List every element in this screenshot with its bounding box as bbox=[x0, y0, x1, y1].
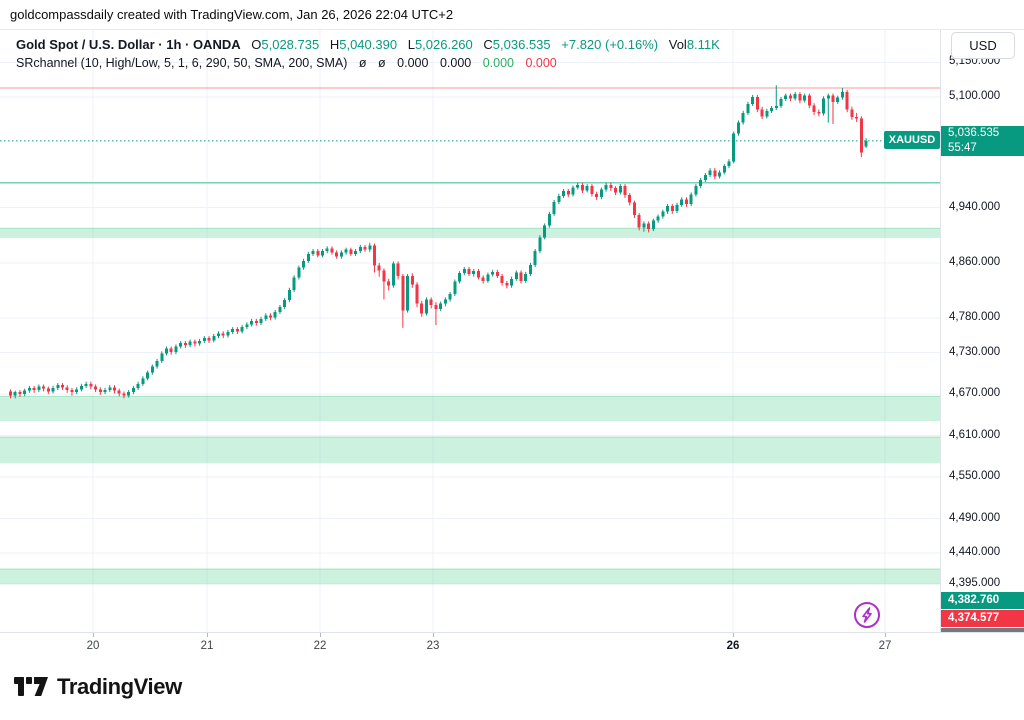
price-tick-label: 4,440.000 bbox=[949, 546, 1001, 559]
price-tick-label: 4,730.000 bbox=[949, 345, 1001, 358]
candlestick-chart[interactable] bbox=[0, 30, 940, 632]
time-tick-mark bbox=[320, 633, 321, 637]
volume-label: Vol bbox=[668, 37, 687, 52]
volume-value: 8.11K bbox=[686, 37, 720, 52]
time-tick-mark bbox=[93, 633, 94, 637]
time-tick-mark bbox=[733, 633, 734, 637]
price-tick-label: 4,490.000 bbox=[949, 511, 1001, 524]
bar-countdown: 55:47 bbox=[948, 141, 977, 154]
time-tick-mark bbox=[207, 633, 208, 637]
price-tick-label: 4,860.000 bbox=[949, 255, 1001, 268]
tradingview-logo-text: TradingView bbox=[57, 674, 182, 699]
open-value: 5,028.735 bbox=[261, 37, 320, 52]
price-tick-label: 4,550.000 bbox=[949, 470, 1001, 483]
price-axis[interactable]: USD 5,150.000 5,100.000 4,940.000 4,860.000… bbox=[940, 30, 1024, 632]
symbol-price-flag: XAUUSD bbox=[884, 131, 940, 149]
indicator-legend-row[interactable]: SRchannel (10, High/Low, 5, 1, 6, 290, 5… bbox=[16, 55, 720, 72]
indicator-value-1: ø bbox=[358, 56, 367, 70]
close-value: 5,036.535 bbox=[492, 37, 551, 52]
tradingview-logo[interactable]: TradingView bbox=[14, 674, 182, 700]
low-label: L bbox=[407, 37, 415, 52]
high-label: H bbox=[329, 37, 340, 52]
time-tick-label: 22 bbox=[313, 640, 327, 652]
symbol-title[interactable]: Gold Spot / U.S. Dollar · 1h · OANDA bbox=[16, 37, 241, 52]
change-value: +7.820 (+0.16%) bbox=[561, 37, 659, 52]
close-label: C bbox=[483, 37, 493, 52]
price-tick-label: 4,395.000 bbox=[949, 577, 1001, 590]
attribution-bar: goldcompassdaily created with TradingVie… bbox=[0, 0, 1024, 30]
time-tick-mark bbox=[885, 633, 886, 637]
currency-button[interactable]: USD bbox=[951, 32, 1015, 59]
time-tick-label: 23 bbox=[426, 640, 440, 652]
indicator-value-4: 0.000 bbox=[439, 56, 472, 70]
time-tick-label: 20 bbox=[86, 640, 100, 652]
clipped-price-flag bbox=[941, 628, 1024, 632]
open-label: O bbox=[251, 37, 262, 52]
resistance-price-flag: 4,374.577 bbox=[941, 610, 1024, 627]
price-tick-label: 4,670.000 bbox=[949, 387, 1001, 400]
price-tick-label: 4,780.000 bbox=[949, 311, 1001, 324]
footer: TradingView bbox=[0, 660, 1024, 720]
indicator-value-red: 0.000 bbox=[525, 56, 557, 70]
time-tick-label: 26 bbox=[726, 640, 740, 652]
price-tick-label: 4,940.000 bbox=[949, 200, 1001, 213]
time-tick-label: 27 bbox=[878, 640, 892, 652]
chart-legend: Gold Spot / U.S. Dollar · 1h · OANDA O5,… bbox=[16, 36, 720, 72]
support-price-flag: 4,382.760 bbox=[941, 592, 1024, 609]
low-value: 5,026.260 bbox=[414, 37, 473, 52]
indicator-value-2: ø bbox=[378, 56, 386, 70]
current-price-flag: 5,036.535 55:47 bbox=[941, 125, 1024, 156]
indicator-name[interactable]: SRchannel (10, High/Low, 5, 1, 6, 290, 5… bbox=[16, 56, 348, 70]
attribution-text: goldcompassdaily created with TradingVie… bbox=[10, 7, 454, 22]
flash-boost-icon[interactable] bbox=[853, 601, 881, 629]
indicator-value-3: 0.000 bbox=[397, 56, 429, 70]
tradingview-logo-icon bbox=[14, 677, 48, 696]
indicator-value-green: 0.000 bbox=[482, 56, 514, 70]
price-tick-label: 4,610.000 bbox=[949, 428, 1001, 441]
current-price-value: 5,036.535 bbox=[948, 126, 1000, 139]
time-tick-mark bbox=[433, 633, 434, 637]
price-tick-label: 5,100.000 bbox=[949, 90, 1001, 102]
high-value: 5,040.390 bbox=[339, 37, 398, 52]
time-tick-label: 21 bbox=[200, 640, 214, 652]
time-axis[interactable]: 20 21 22 23 26 27 bbox=[0, 632, 1024, 661]
chart-pane[interactable]: Gold Spot / U.S. Dollar · 1h · OANDA O5,… bbox=[0, 30, 940, 632]
symbol-legend-row[interactable]: Gold Spot / U.S. Dollar · 1h · OANDA O5,… bbox=[16, 36, 720, 53]
